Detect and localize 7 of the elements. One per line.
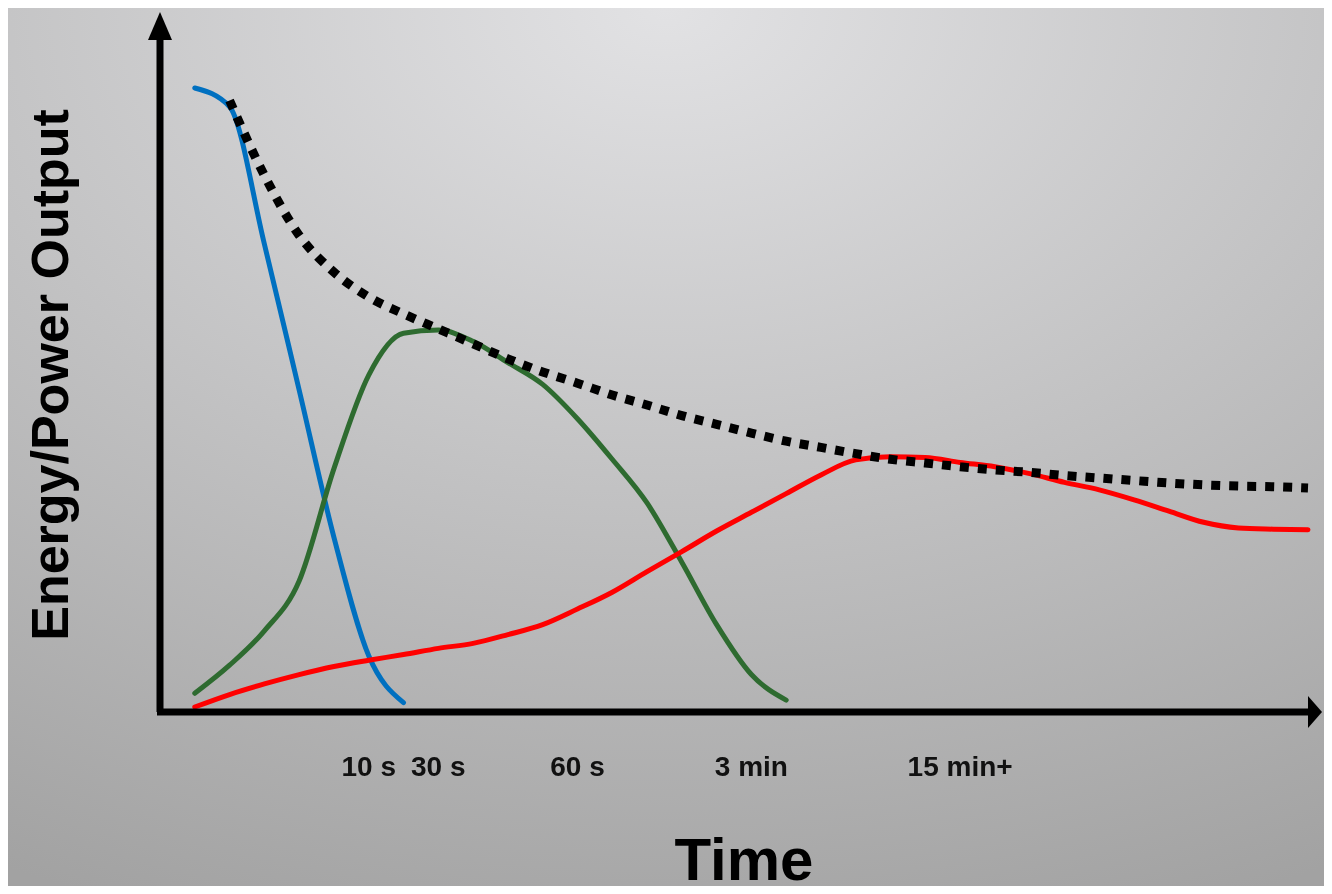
x-tick-label: 10 s (341, 751, 396, 782)
x-tick-label: 15 min+ (907, 751, 1013, 782)
x-axis-title: Time (674, 826, 814, 893)
y-axis-title: Energy/Power Output (21, 109, 79, 641)
x-tick-label: 60 s (550, 751, 605, 782)
x-tick-label: 3 min (714, 751, 788, 782)
x-tick-label: 30 s (411, 751, 466, 782)
